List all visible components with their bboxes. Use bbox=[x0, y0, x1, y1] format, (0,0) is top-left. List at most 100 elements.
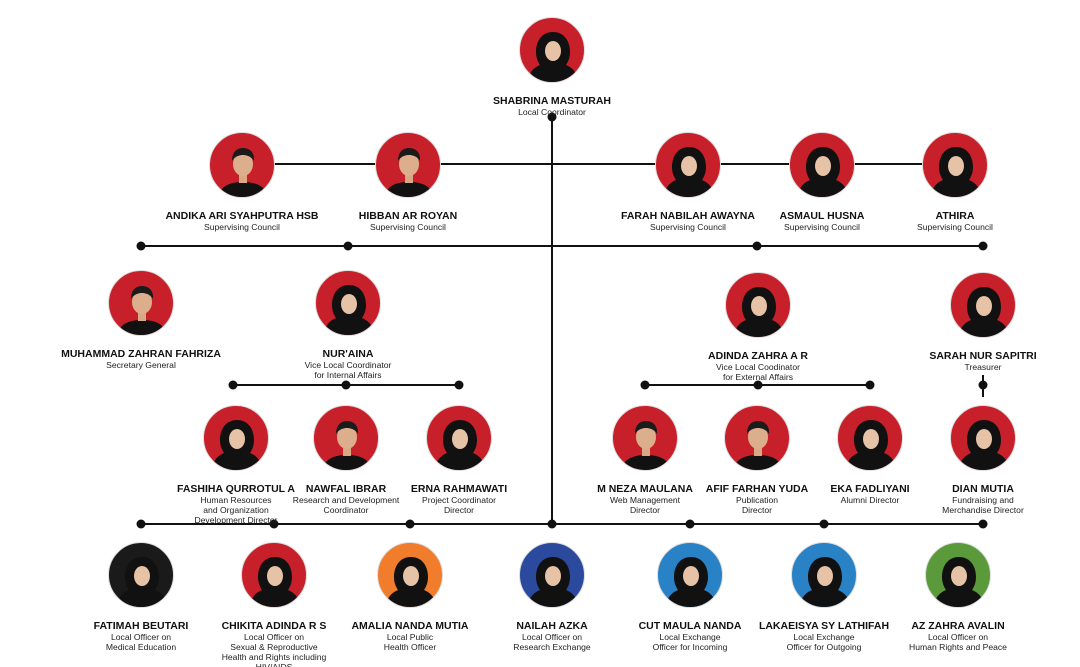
connector-dot bbox=[547, 112, 557, 122]
member-card: NAWFAL IBRAR Research and Development Coor… bbox=[246, 405, 446, 515]
member-name: SARAH NUR SAPITRI bbox=[929, 350, 1037, 362]
member-card: AMALIA NANDA MUTIA Local Public Health Off… bbox=[310, 542, 510, 652]
member-photo bbox=[657, 542, 723, 608]
member-name: ATHIRA bbox=[935, 210, 975, 222]
member-role: Director bbox=[629, 505, 661, 515]
member-name: DIAN MUTIA bbox=[952, 483, 1014, 495]
member-role: Human Resources bbox=[200, 495, 272, 505]
member-photo bbox=[791, 542, 857, 608]
member-name: ERNA RAHMAWATI bbox=[410, 483, 508, 495]
member-name: NUR'AINA bbox=[322, 348, 374, 360]
member-role: Local Officer on bbox=[927, 632, 989, 642]
member-card: SARAH NUR SAPITRI Treasurer bbox=[883, 272, 1080, 372]
connector-dot bbox=[978, 519, 988, 529]
member-role: Alumni Director bbox=[840, 495, 900, 505]
member-card: AZ ZAHRA AVALIN Local Officer on Human Rig… bbox=[858, 542, 1058, 652]
member-name: FASHIHA QURROTUL A bbox=[176, 483, 296, 495]
member-role: Director bbox=[741, 505, 773, 515]
member-role: Research Exchange bbox=[513, 642, 591, 652]
member-role: Vice Local Coodinator bbox=[716, 362, 800, 372]
member-role: Development Director bbox=[194, 515, 278, 525]
member-name: FATIMAH BEUTARI bbox=[93, 620, 189, 632]
member-card: MUHAMMAD ZAHRAN FAHRIZA Secretary General bbox=[41, 270, 241, 370]
member-name: AMALIA NANDA MUTIA bbox=[351, 620, 469, 632]
member-role: Supervising Council bbox=[650, 222, 726, 232]
member-name: SHABRINA MASTURAH bbox=[492, 95, 612, 107]
connector-dot bbox=[685, 519, 695, 529]
connector-dot bbox=[136, 241, 146, 251]
connector-dot bbox=[819, 519, 829, 529]
member-name: ANDIKA ARI SYAHPUTRA HSB bbox=[165, 210, 319, 222]
member-card: FARAH NABILAH AWAYNA Supervising Council bbox=[588, 132, 788, 232]
member-card: DIAN MUTIA Fundraising and Merchandise Dir… bbox=[883, 405, 1080, 515]
member-photo bbox=[209, 132, 275, 198]
member-photo bbox=[724, 405, 790, 471]
member-photo bbox=[108, 270, 174, 336]
connector-dot bbox=[547, 519, 557, 529]
member-card: HIBBAN AR ROYAN Supervising Council bbox=[308, 132, 508, 232]
member-role: Vice Local Coordinator bbox=[304, 360, 392, 370]
connector-dot bbox=[640, 380, 650, 390]
connector-dot bbox=[865, 380, 875, 390]
member-role: Web Management bbox=[609, 495, 681, 505]
member-card: FASHIHA QURROTUL A Human Resources and Org… bbox=[136, 405, 336, 525]
member-role: Director bbox=[443, 505, 475, 515]
member-role: Officer for Outgoing bbox=[786, 642, 862, 652]
member-card: ASMAUL HUSNA Supervising Council bbox=[722, 132, 922, 232]
connector-dot bbox=[454, 380, 464, 390]
member-role: Publication bbox=[735, 495, 779, 505]
member-role: Local Officer on bbox=[110, 632, 172, 642]
member-role: Local Coordinator bbox=[518, 107, 586, 117]
member-photo bbox=[375, 132, 441, 198]
member-card: M NEZA MAULANA Web Management Director bbox=[545, 405, 745, 515]
member-card: ERNA RAHMAWATI Project Coordinator Directo… bbox=[359, 405, 559, 515]
member-photo bbox=[108, 542, 174, 608]
member-photo bbox=[612, 405, 678, 471]
member-role: for Internal Affairs bbox=[314, 370, 382, 380]
member-card: ATHIRA Supervising Council bbox=[855, 132, 1055, 232]
connector-dot bbox=[136, 519, 146, 529]
member-card: CUT MAULA NANDA Local Exchange Officer for… bbox=[590, 542, 790, 652]
member-name: AFIF FARHAN YUDA bbox=[705, 483, 809, 495]
member-role: Local Exchange bbox=[659, 632, 721, 642]
member-name: LAKAEISYA SY LATHIFAH bbox=[758, 620, 890, 632]
member-card: NUR'AINA Vice Local Coordinator for Intern… bbox=[248, 270, 448, 380]
connector-dot bbox=[228, 380, 238, 390]
member-photo bbox=[789, 132, 855, 198]
member-name: NAILAH AZKA bbox=[516, 620, 588, 632]
connector-dot bbox=[978, 241, 988, 251]
member-role: Local Officer on bbox=[243, 632, 305, 642]
member-role: Supervising Council bbox=[917, 222, 993, 232]
member-photo bbox=[837, 405, 903, 471]
connector-dot bbox=[405, 519, 415, 529]
member-photo bbox=[519, 542, 585, 608]
member-photo bbox=[950, 405, 1016, 471]
member-name: MUHAMMAD ZAHRAN FAHRIZA bbox=[61, 348, 221, 360]
member-name: NAWFAL IBRAR bbox=[305, 483, 387, 495]
member-role: Fundraising and bbox=[952, 495, 1014, 505]
member-role: Coordinator bbox=[323, 505, 369, 515]
connector-dot bbox=[269, 519, 279, 529]
connector-dot bbox=[343, 241, 353, 251]
member-role: Local Officer on bbox=[521, 632, 583, 642]
connector-dot bbox=[978, 380, 988, 390]
member-role: Supervising Council bbox=[370, 222, 446, 232]
connector-dot bbox=[752, 241, 762, 251]
connector-dot bbox=[341, 380, 351, 390]
member-name: M NEZA MAULANA bbox=[597, 483, 693, 495]
member-card: SHABRINA MASTURAH Local Coordinator bbox=[452, 17, 652, 117]
member-role: Project Coordinator bbox=[421, 495, 497, 505]
member-name: CHIKITA ADINDA R S bbox=[221, 620, 327, 632]
member-photo bbox=[203, 405, 269, 471]
member-name: HIBBAN AR ROYAN bbox=[358, 210, 458, 222]
member-photo bbox=[426, 405, 492, 471]
member-card: FATIMAH BEUTARI Local Officer on Medical E… bbox=[41, 542, 241, 652]
member-role: and Organization bbox=[203, 505, 269, 515]
connector-dot bbox=[753, 380, 763, 390]
member-card: NAILAH AZKA Local Officer on Research Exch… bbox=[452, 542, 652, 652]
member-role: Sexual & Reproductive bbox=[230, 642, 318, 652]
member-role: for External Affairs bbox=[722, 372, 794, 382]
member-role: Supervising Council bbox=[204, 222, 280, 232]
member-card: ADINDA ZAHRA A R Vice Local Coodinator for… bbox=[658, 272, 858, 382]
member-card: EKA FADLIYANI Alumni Director bbox=[770, 405, 970, 505]
